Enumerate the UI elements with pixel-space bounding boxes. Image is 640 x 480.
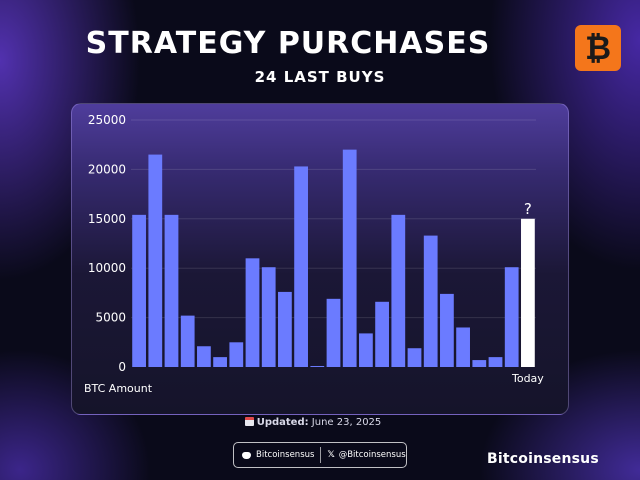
social-links: Bitcoinsensus 𝕏 @Bitcoinsensus <box>233 442 407 468</box>
calendar-icon <box>244 417 254 426</box>
bar-7 <box>229 342 244 367</box>
bar-14 <box>342 149 357 367</box>
bar-16 <box>375 301 389 367</box>
x-axis-label: BTC Amount <box>84 382 153 395</box>
bar-20 <box>440 293 454 367</box>
bar-9 <box>261 267 276 367</box>
bar-22 <box>472 360 487 367</box>
bar-12 <box>310 366 325 367</box>
discord-handle: Bitcoinsensus <box>256 450 315 460</box>
bar-1 <box>132 214 146 367</box>
y-tick-label-4: 20000 <box>88 162 126 176</box>
y-tick-label-5: 25000 <box>88 113 126 127</box>
bar-19 <box>423 235 438 367</box>
y-tick-label-3: 15000 <box>88 212 126 226</box>
x-link[interactable]: 𝕏 @Bitcoinsensus <box>327 450 405 460</box>
bar-chart: 0 5000 10000 15000 20000 25000? Today BTC Amoun… <box>84 113 544 395</box>
page-subtitle: 24 LAST BUYS <box>254 68 386 86</box>
bar-5 <box>197 346 211 367</box>
discord-link[interactable]: Bitcoinsensus <box>242 450 314 460</box>
bar-4 <box>180 315 195 367</box>
bar-15 <box>359 333 373 367</box>
y-tick-label-2: 10000 <box>88 261 126 275</box>
x-handle: @Bitcoinsensus <box>338 450 406 460</box>
chart-panel: 0 5000 10000 15000 20000 25000? Today BTC Amoun… <box>71 103 569 415</box>
bar-23 <box>488 357 503 367</box>
bar-today <box>521 218 535 367</box>
bar-17 <box>391 214 406 367</box>
x-logo-icon: 𝕏 <box>327 450 335 460</box>
bar-3 <box>164 214 179 367</box>
updated-line: Updated: June 23, 2025 <box>0 417 626 428</box>
bar-today-annotation: ? <box>524 200 532 218</box>
bar-18 <box>407 348 422 367</box>
social-divider <box>320 447 322 463</box>
y-tick-label-0: 0 <box>118 360 126 374</box>
bar-11 <box>294 166 308 367</box>
bitcoin-glyph: ₿ <box>584 29 612 67</box>
brand-wordmark: Bitcoinsensus <box>487 451 599 467</box>
bitcoin-logo-icon: ₿ <box>575 25 621 71</box>
bar-2 <box>148 154 163 367</box>
bar-21 <box>456 327 470 367</box>
discord-icon <box>242 451 251 459</box>
bar-10 <box>278 291 292 367</box>
bar-13 <box>326 298 341 367</box>
x-tick-label-today: Today <box>511 372 544 385</box>
bar-6 <box>213 357 227 367</box>
page-title: STRATEGY PURCHASES <box>85 26 491 61</box>
y-tick-label-1: 5000 <box>95 311 126 325</box>
bar-24 <box>504 267 519 367</box>
bar-8 <box>245 258 260 367</box>
updated-label: Updated: <box>256 417 309 428</box>
updated-date: June 23, 2025 <box>311 417 382 428</box>
